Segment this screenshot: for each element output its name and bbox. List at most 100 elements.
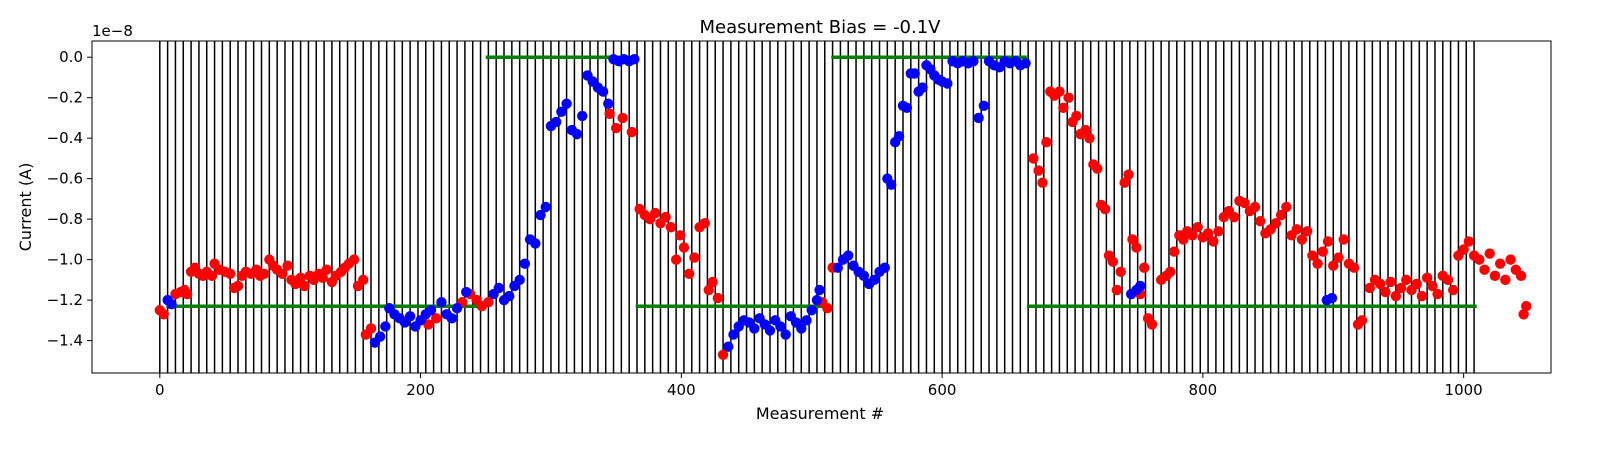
data-point [1281, 201, 1292, 213]
data-point [843, 250, 854, 261]
data-point [796, 323, 807, 334]
data-point [550, 116, 562, 128]
data-point [1427, 280, 1438, 292]
y-offset-label: 1e−8 [92, 22, 133, 40]
data-point [1296, 234, 1308, 245]
data-point [603, 98, 614, 109]
data-point [1187, 230, 1198, 241]
data-point [1107, 256, 1119, 267]
data-point [917, 82, 928, 93]
data-point [1411, 278, 1422, 290]
data-point [629, 54, 640, 65]
data-point [1063, 92, 1074, 103]
data-point [577, 110, 588, 122]
data-point [358, 274, 369, 286]
y-tick-label: −0.6 [47, 170, 83, 188]
data-point [775, 321, 786, 332]
data-point [1356, 315, 1368, 326]
data-point [604, 108, 615, 120]
data-point [374, 331, 386, 342]
data-point [1165, 266, 1176, 277]
data-point [1202, 228, 1214, 239]
data-point [1071, 110, 1082, 122]
data-point [1291, 224, 1302, 235]
data-point [158, 309, 169, 320]
data-point [699, 218, 711, 229]
data-point [749, 323, 760, 334]
axes-frame [91, 40, 1552, 374]
y-tick-label: −0.4 [47, 129, 83, 147]
data-point [617, 112, 628, 124]
data-point [1474, 254, 1485, 265]
data-point [660, 211, 671, 223]
data-point [670, 254, 682, 265]
data-point [295, 272, 306, 284]
data-point [504, 290, 515, 302]
data-point [1058, 102, 1069, 114]
data-point [1041, 137, 1052, 148]
data-point [1099, 203, 1111, 215]
data-point [717, 349, 729, 360]
data-point [1312, 258, 1323, 269]
data-point [678, 242, 690, 253]
data-point [299, 280, 310, 292]
data-point [723, 341, 734, 352]
data-point [1463, 236, 1475, 247]
data-point [282, 260, 293, 271]
data-point [206, 270, 218, 282]
data-point [258, 268, 270, 279]
data-point [348, 254, 360, 265]
data-point [1111, 284, 1123, 296]
data-point [451, 303, 463, 314]
data-point [728, 329, 739, 340]
data-point [822, 303, 833, 314]
data-point [665, 222, 677, 233]
data-point [1092, 163, 1103, 174]
data-point [1119, 177, 1130, 188]
data-point [1317, 246, 1329, 257]
data-point [1178, 234, 1189, 245]
data-point [869, 274, 880, 286]
data-point [1401, 274, 1412, 286]
chart-title: Measurement Bias = -0.1V [699, 17, 941, 38]
data-point [493, 282, 504, 294]
data-point [1395, 282, 1407, 294]
data-point [626, 126, 637, 138]
data-point [446, 313, 458, 324]
data-point [530, 238, 541, 249]
data-point [1518, 309, 1529, 320]
data-point [1054, 86, 1065, 97]
data-point [780, 329, 791, 340]
data-point [597, 86, 609, 97]
data-point [1131, 242, 1142, 253]
data-point [1489, 270, 1501, 282]
data-point [535, 209, 546, 221]
data-point [540, 201, 551, 213]
data-point [968, 56, 979, 67]
data-point [1139, 262, 1150, 273]
data-point [1249, 201, 1261, 213]
data-point [431, 313, 442, 324]
data-point [806, 305, 817, 316]
data-point [1479, 264, 1490, 275]
data-point [225, 268, 236, 279]
data-point [1301, 226, 1313, 237]
data-point [1333, 252, 1344, 263]
data-point [1275, 209, 1287, 221]
x-tick-label: 0 [155, 381, 165, 399]
data-point [1127, 234, 1138, 245]
data-point [650, 207, 661, 219]
data-point [1385, 276, 1396, 288]
x-tick-label: 800 [1189, 381, 1218, 399]
data-point [1239, 197, 1250, 209]
data-point [365, 323, 377, 334]
data-point [1338, 234, 1349, 245]
data-point [1028, 153, 1039, 164]
data-point [1307, 250, 1318, 261]
data-point [707, 276, 718, 288]
data-point [801, 315, 812, 326]
data-point [1348, 262, 1360, 273]
data-point [436, 296, 447, 308]
data-point [1020, 58, 1031, 69]
x-tick-label: 200 [406, 381, 435, 399]
